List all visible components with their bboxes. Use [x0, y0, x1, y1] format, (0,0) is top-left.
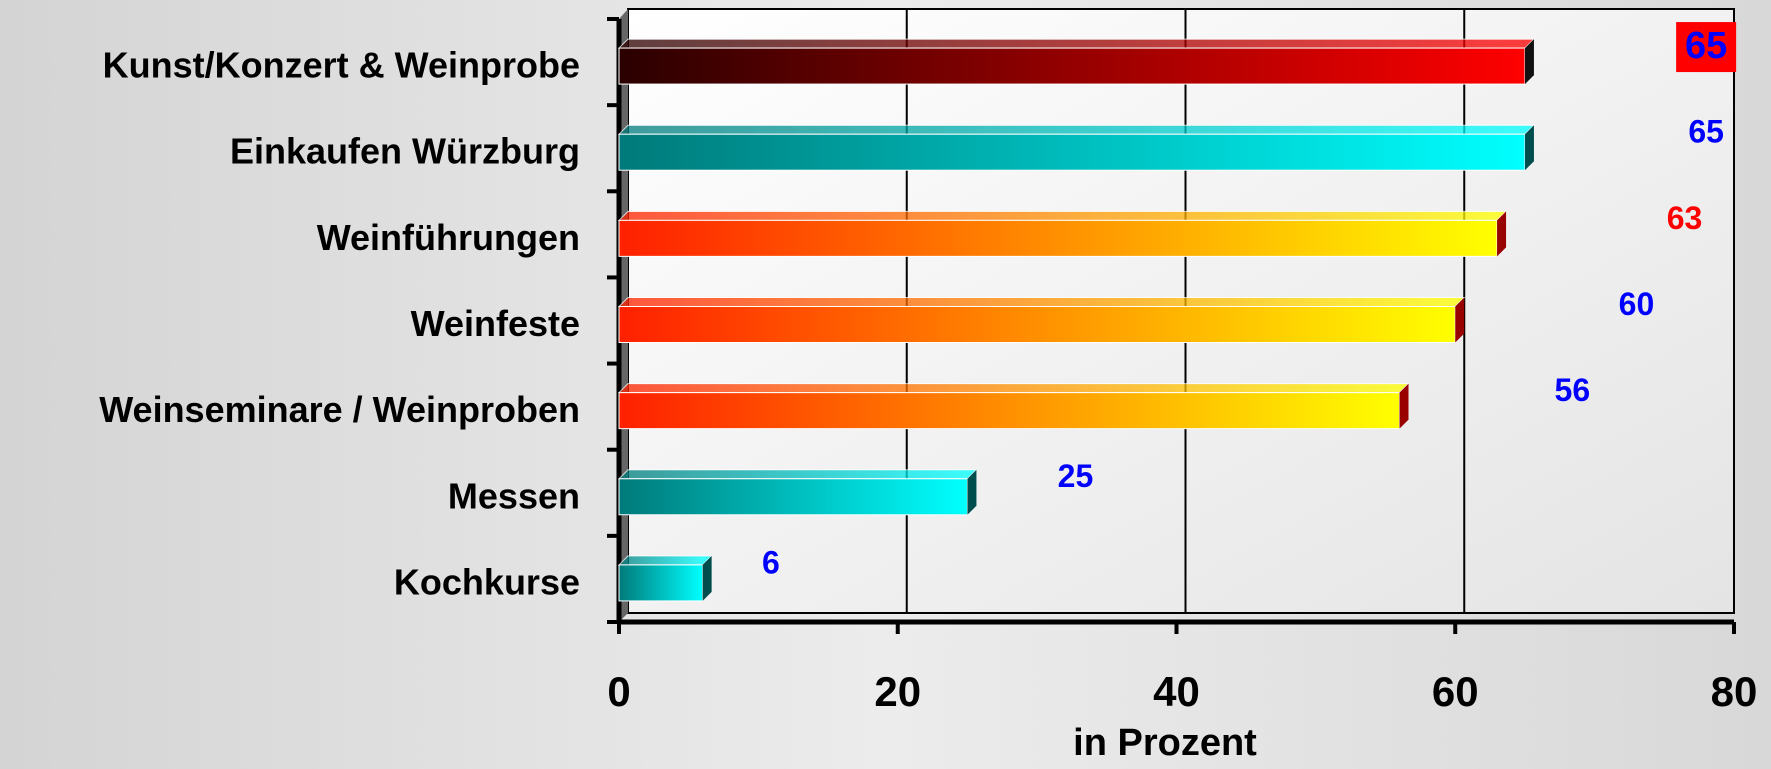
x-tick-label: 40 — [1153, 668, 1200, 715]
x-tick-label: 0 — [607, 668, 630, 715]
bar-top — [617, 555, 713, 566]
bar-top — [617, 124, 1536, 135]
x-tick-label: 60 — [1432, 668, 1479, 715]
value-label: 65 — [1688, 114, 1724, 150]
bar-top — [617, 469, 978, 480]
bar-side — [967, 469, 977, 515]
bar — [618, 219, 1498, 257]
category-label: Weinführungen — [317, 217, 580, 258]
bar-top — [617, 210, 1508, 221]
bar — [618, 47, 1526, 85]
bar — [618, 564, 704, 602]
value-label: 65 — [1685, 25, 1727, 67]
value-label: 6 — [762, 544, 780, 580]
bar-top — [617, 38, 1536, 49]
bar-side — [1524, 39, 1534, 85]
bar-top — [617, 383, 1410, 394]
bar-side — [1455, 297, 1465, 343]
bar-top — [617, 297, 1466, 307]
value-label: 56 — [1555, 372, 1591, 408]
bar-side — [702, 555, 712, 601]
category-label: Kunst/Konzert & Weinprobe — [103, 45, 580, 86]
value-label: 25 — [1058, 458, 1094, 494]
value-label: 63 — [1667, 200, 1703, 236]
bar — [618, 133, 1526, 171]
bar-side — [1497, 211, 1507, 257]
value-label: 60 — [1619, 286, 1655, 322]
category-label: Kochkurse — [394, 561, 580, 602]
bar — [618, 306, 1456, 343]
bar-side — [1399, 383, 1409, 429]
category-label: Messen — [448, 475, 580, 516]
category-label: Weinseminare / Weinproben — [99, 389, 580, 430]
label-highlight — [1676, 22, 1737, 73]
category-label: Weinfeste — [411, 303, 580, 344]
category-label: Einkaufen Würzburg — [230, 131, 580, 172]
bar — [618, 478, 968, 516]
bar — [618, 392, 1400, 430]
bar-side — [1524, 125, 1534, 171]
x-tick-label: 20 — [874, 668, 921, 715]
x-tick-label: 80 — [1711, 668, 1758, 715]
x-axis-label: in Prozent — [1073, 722, 1257, 764]
